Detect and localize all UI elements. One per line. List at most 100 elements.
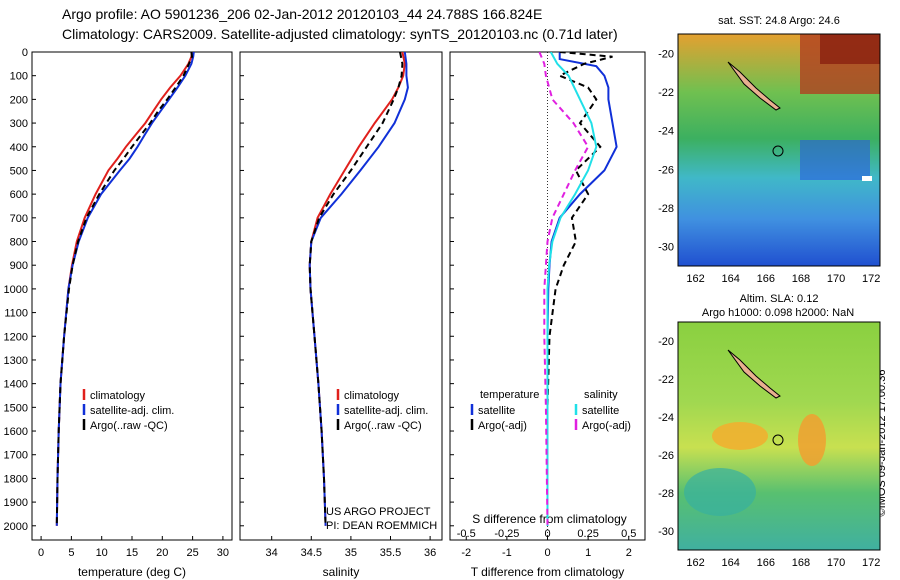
x-tick-label: 34.5 <box>301 547 322 559</box>
depth-tick-label: 1000 <box>4 284 28 296</box>
map-y-tick-label: -26 <box>658 164 674 176</box>
sla-high-anomaly-2 <box>798 414 826 466</box>
depth-tick-label: 1600 <box>4 426 28 438</box>
salinity-panel-frame <box>239 51 443 541</box>
depth-tick-label: 900 <box>10 260 28 272</box>
temperature-panel-frame <box>31 51 233 541</box>
depth-tick-label: 1100 <box>4 308 28 320</box>
legend-label: climatology <box>344 390 400 402</box>
x-tick-label: 35.5 <box>380 547 401 559</box>
depth-tick-label: 1800 <box>4 473 28 485</box>
x-tick-label: 25 <box>186 547 198 559</box>
legend-label: satellite <box>582 405 619 417</box>
x-tick-label: -1 <box>502 547 512 559</box>
series-line-2 <box>308 52 404 526</box>
series-line-0 <box>55 52 193 526</box>
x-tick-label: 2 <box>626 547 632 559</box>
depth-tick-label: 1500 <box>4 402 28 414</box>
depth-tick-label: 300 <box>10 118 28 130</box>
map-y-tick-label: -24 <box>658 126 674 138</box>
legend-label: Argo(..raw -QC) <box>344 420 422 432</box>
map-y-tick-label: -26 <box>658 450 674 462</box>
new-caledonia-land <box>727 349 781 399</box>
secondary-tick-label: -0.25 <box>494 528 519 540</box>
title-line-2: Climatology: CARS2009. Satellite-adjuste… <box>62 26 618 42</box>
map-x-tick-label: 168 <box>792 273 810 285</box>
argo-location-marker <box>772 145 784 157</box>
series-line-2 <box>546 52 598 526</box>
sst-hot-patch <box>820 34 880 64</box>
map-y-tick-label: -22 <box>658 87 674 99</box>
map-x-tick-label: 170 <box>827 557 845 569</box>
map-x-tick-label: 166 <box>757 557 775 569</box>
map-y-tick-label: -24 <box>658 412 674 424</box>
depth-tick-label: 1200 <box>4 331 28 343</box>
depth-tick-label: 200 <box>10 94 28 106</box>
x-tick-label: 15 <box>126 547 138 559</box>
sst-blue-patch <box>800 140 870 180</box>
map-x-tick-label: 162 <box>686 557 704 569</box>
sst-map <box>677 33 881 267</box>
depth-tick-label: 400 <box>10 142 28 154</box>
legend-label: Argo(-adj) <box>582 420 631 432</box>
x-tick-label: 20 <box>156 547 168 559</box>
map-x-tick-label: 164 <box>722 273 740 285</box>
series-line-2 <box>55 52 194 526</box>
map-y-tick-label: -30 <box>658 242 674 254</box>
series-line-1 <box>546 52 613 526</box>
depth-tick-label: 800 <box>10 237 28 249</box>
argo-location-marker <box>772 434 784 446</box>
x-tick-label: 1 <box>585 547 591 559</box>
pi-label: PI: DEAN ROEMMICH <box>326 520 437 532</box>
x-tick-label: 36 <box>424 547 436 559</box>
sst-no-data-patch <box>862 176 872 181</box>
map-x-tick-label: 170 <box>827 273 845 285</box>
map-y-tick-label: -28 <box>658 203 674 215</box>
secondary-tick-label: 0.25 <box>577 528 598 540</box>
depth-tick-label: 1900 <box>4 497 28 509</box>
depth-tick-label: 2000 <box>4 521 28 533</box>
sla-low-anomaly <box>684 468 756 516</box>
series-line-1 <box>55 52 195 526</box>
sst-map-title: sat. SST: 24.8 Argo: 24.6 <box>718 15 840 27</box>
map-x-tick-label: 164 <box>722 557 740 569</box>
series-line-0 <box>546 52 618 526</box>
legend-label: climatology <box>90 390 146 402</box>
x-axis-label: T difference from climatology <box>471 565 625 579</box>
series-line-0 <box>308 52 406 526</box>
map-x-tick-label: 166 <box>757 273 775 285</box>
sst-map-frame <box>677 33 881 267</box>
project-label: US ARGO PROJECT <box>326 506 431 518</box>
title-line-1: Argo profile: AO 5901236_206 02-Jan-2012… <box>62 6 543 22</box>
depth-tick-label: 1400 <box>4 379 28 391</box>
x-tick-label: -2 <box>461 547 471 559</box>
map-y-tick-label: -22 <box>658 374 674 386</box>
map-x-tick-label: 172 <box>862 273 880 285</box>
legend-label: satellite <box>478 405 515 417</box>
sla-map-field <box>678 322 880 550</box>
x-tick-label: 0 <box>544 547 550 559</box>
x-tick-label: 10 <box>96 547 108 559</box>
x-tick-label: 30 <box>217 547 229 559</box>
sla-map-title: Altim. SLA: 0.12 <box>740 293 819 305</box>
map-y-tick-label: -20 <box>658 336 674 348</box>
x-tick-label: 34 <box>266 547 278 559</box>
x-tick-label: 5 <box>68 547 74 559</box>
depth-tick-label: 1700 <box>4 450 28 462</box>
series-line-3 <box>538 52 590 526</box>
series-line-1 <box>308 52 409 526</box>
map-x-tick-label: 162 <box>686 273 704 285</box>
x-tick-label: 0 <box>38 547 44 559</box>
depth-tick-label: 100 <box>10 71 28 83</box>
new-caledonia-land <box>727 61 781 111</box>
depth-tick-label: 500 <box>10 165 28 177</box>
map-x-tick-label: 172 <box>862 557 880 569</box>
legend-label: Argo(..raw -QC) <box>90 420 168 432</box>
depth-tick-label: 0 <box>22 47 28 59</box>
x-tick-label: 35 <box>345 547 357 559</box>
sla-map <box>677 321 881 551</box>
secondary-tick-label: -0.5 <box>457 528 476 540</box>
depth-tick-label: 700 <box>10 213 28 225</box>
sla-map-frame <box>677 321 881 551</box>
